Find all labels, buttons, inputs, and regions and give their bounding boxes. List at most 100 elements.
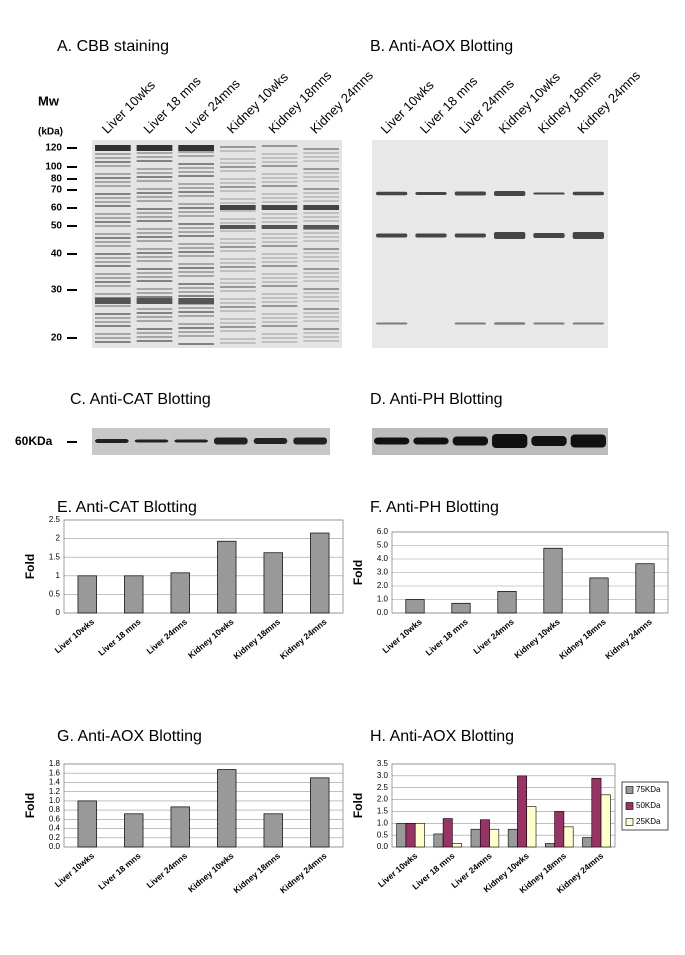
plot-border (63, 763, 344, 848)
gel-band (220, 306, 256, 308)
gel-band (178, 323, 214, 325)
gel-band (95, 233, 131, 235)
bar (405, 599, 425, 614)
mw-unit: (kDa) (38, 127, 63, 138)
gel-band (95, 177, 131, 179)
gel-band (261, 221, 298, 223)
gel-band (220, 338, 256, 340)
gel-band (220, 166, 256, 168)
gel-band (261, 205, 298, 210)
gel-band (95, 257, 131, 259)
y-tick-label: 1.4 (49, 778, 61, 787)
mw-marker: 100 (45, 162, 62, 173)
gel-band (303, 268, 339, 270)
y-tick-label: 1.0 (377, 595, 389, 604)
gel-band (178, 327, 214, 329)
gel-band (220, 278, 256, 280)
bar (396, 822, 407, 848)
gel-band (136, 336, 173, 338)
gel-band (136, 236, 173, 238)
gel-band (95, 237, 131, 239)
x-tick-label: Liver 24mns (145, 850, 190, 890)
y-tick-label: 0.0 (49, 842, 61, 851)
y-tick-label: 2.0 (377, 581, 389, 590)
gel-band (303, 312, 339, 314)
gel-band (95, 273, 131, 275)
bar (433, 833, 444, 848)
panel-title: C. Anti-CAT Blotting (70, 391, 211, 408)
gel-band (220, 170, 256, 172)
marker-label: 60KDa (15, 434, 53, 448)
gel-band (136, 168, 173, 170)
gel-band (178, 287, 214, 289)
gel-band (220, 262, 256, 264)
gel-band (178, 223, 214, 225)
gel-band (303, 160, 339, 162)
gel-band (261, 317, 298, 319)
gel-band (136, 256, 173, 258)
panel-title: A. CBB staining (57, 38, 169, 55)
mw-marker: 20 (51, 333, 63, 344)
gel-band (178, 145, 214, 151)
y-tick-label: 2.0 (377, 795, 389, 804)
gel-band (178, 191, 214, 193)
gel-band (261, 173, 298, 175)
gel-band (95, 298, 131, 304)
y-tick-label: 0.0 (377, 842, 389, 851)
gel-band (303, 328, 339, 330)
gel-band (261, 245, 298, 247)
gel-band (303, 296, 339, 298)
gel-band (415, 233, 447, 238)
y-tick-label: 1.2 (49, 787, 61, 796)
gel-band (95, 265, 131, 267)
gel-band (178, 335, 214, 337)
gel-band (220, 210, 256, 212)
gel-band (136, 200, 173, 202)
gel-band (95, 305, 131, 307)
gel-band (136, 288, 173, 290)
y-tick-label: 3.5 (377, 759, 389, 768)
gel-band (178, 211, 214, 213)
gel-band (261, 313, 298, 315)
gel-band (261, 201, 298, 203)
bar (543, 547, 563, 614)
gel (372, 428, 608, 455)
gel-band (95, 277, 131, 279)
gel-band (220, 222, 256, 224)
x-tick-label: Kidney 18mns (557, 616, 608, 661)
gel-band (136, 280, 173, 282)
gel-band (303, 220, 339, 222)
gel-band (261, 297, 298, 299)
gel-band (136, 260, 173, 262)
gel-band (136, 298, 173, 304)
gel-band (178, 343, 214, 345)
chart-title: F. Anti-PH Blotting (370, 499, 499, 516)
gel-band (178, 275, 214, 277)
bar (170, 572, 190, 614)
gel-band (220, 218, 256, 220)
gel-band (95, 201, 131, 203)
x-tick-label: Kidney 24mns (278, 850, 329, 895)
x-tick-label: Liver 18 mns (96, 616, 142, 657)
gel-band (531, 436, 567, 446)
y-tick-label: 3.0 (377, 568, 389, 577)
plot-border (391, 763, 616, 848)
gel-band (136, 228, 173, 230)
gel-band (136, 192, 173, 194)
gel-band (136, 272, 173, 274)
gel-band (303, 188, 339, 190)
gel-band (178, 315, 214, 317)
panel-title: D. Anti-PH Blotting (370, 391, 503, 408)
gel-band (261, 161, 298, 163)
gel-band (303, 256, 339, 258)
gel-band (303, 248, 339, 250)
gel-band (413, 437, 449, 445)
gel-band (261, 341, 298, 343)
gel-band (136, 308, 173, 310)
gel-band (178, 283, 214, 285)
bar (414, 822, 425, 848)
bar (563, 826, 574, 848)
bar (310, 532, 330, 614)
y-tick-label: 4.0 (377, 554, 389, 563)
y-axis-label: Fold (23, 793, 37, 818)
